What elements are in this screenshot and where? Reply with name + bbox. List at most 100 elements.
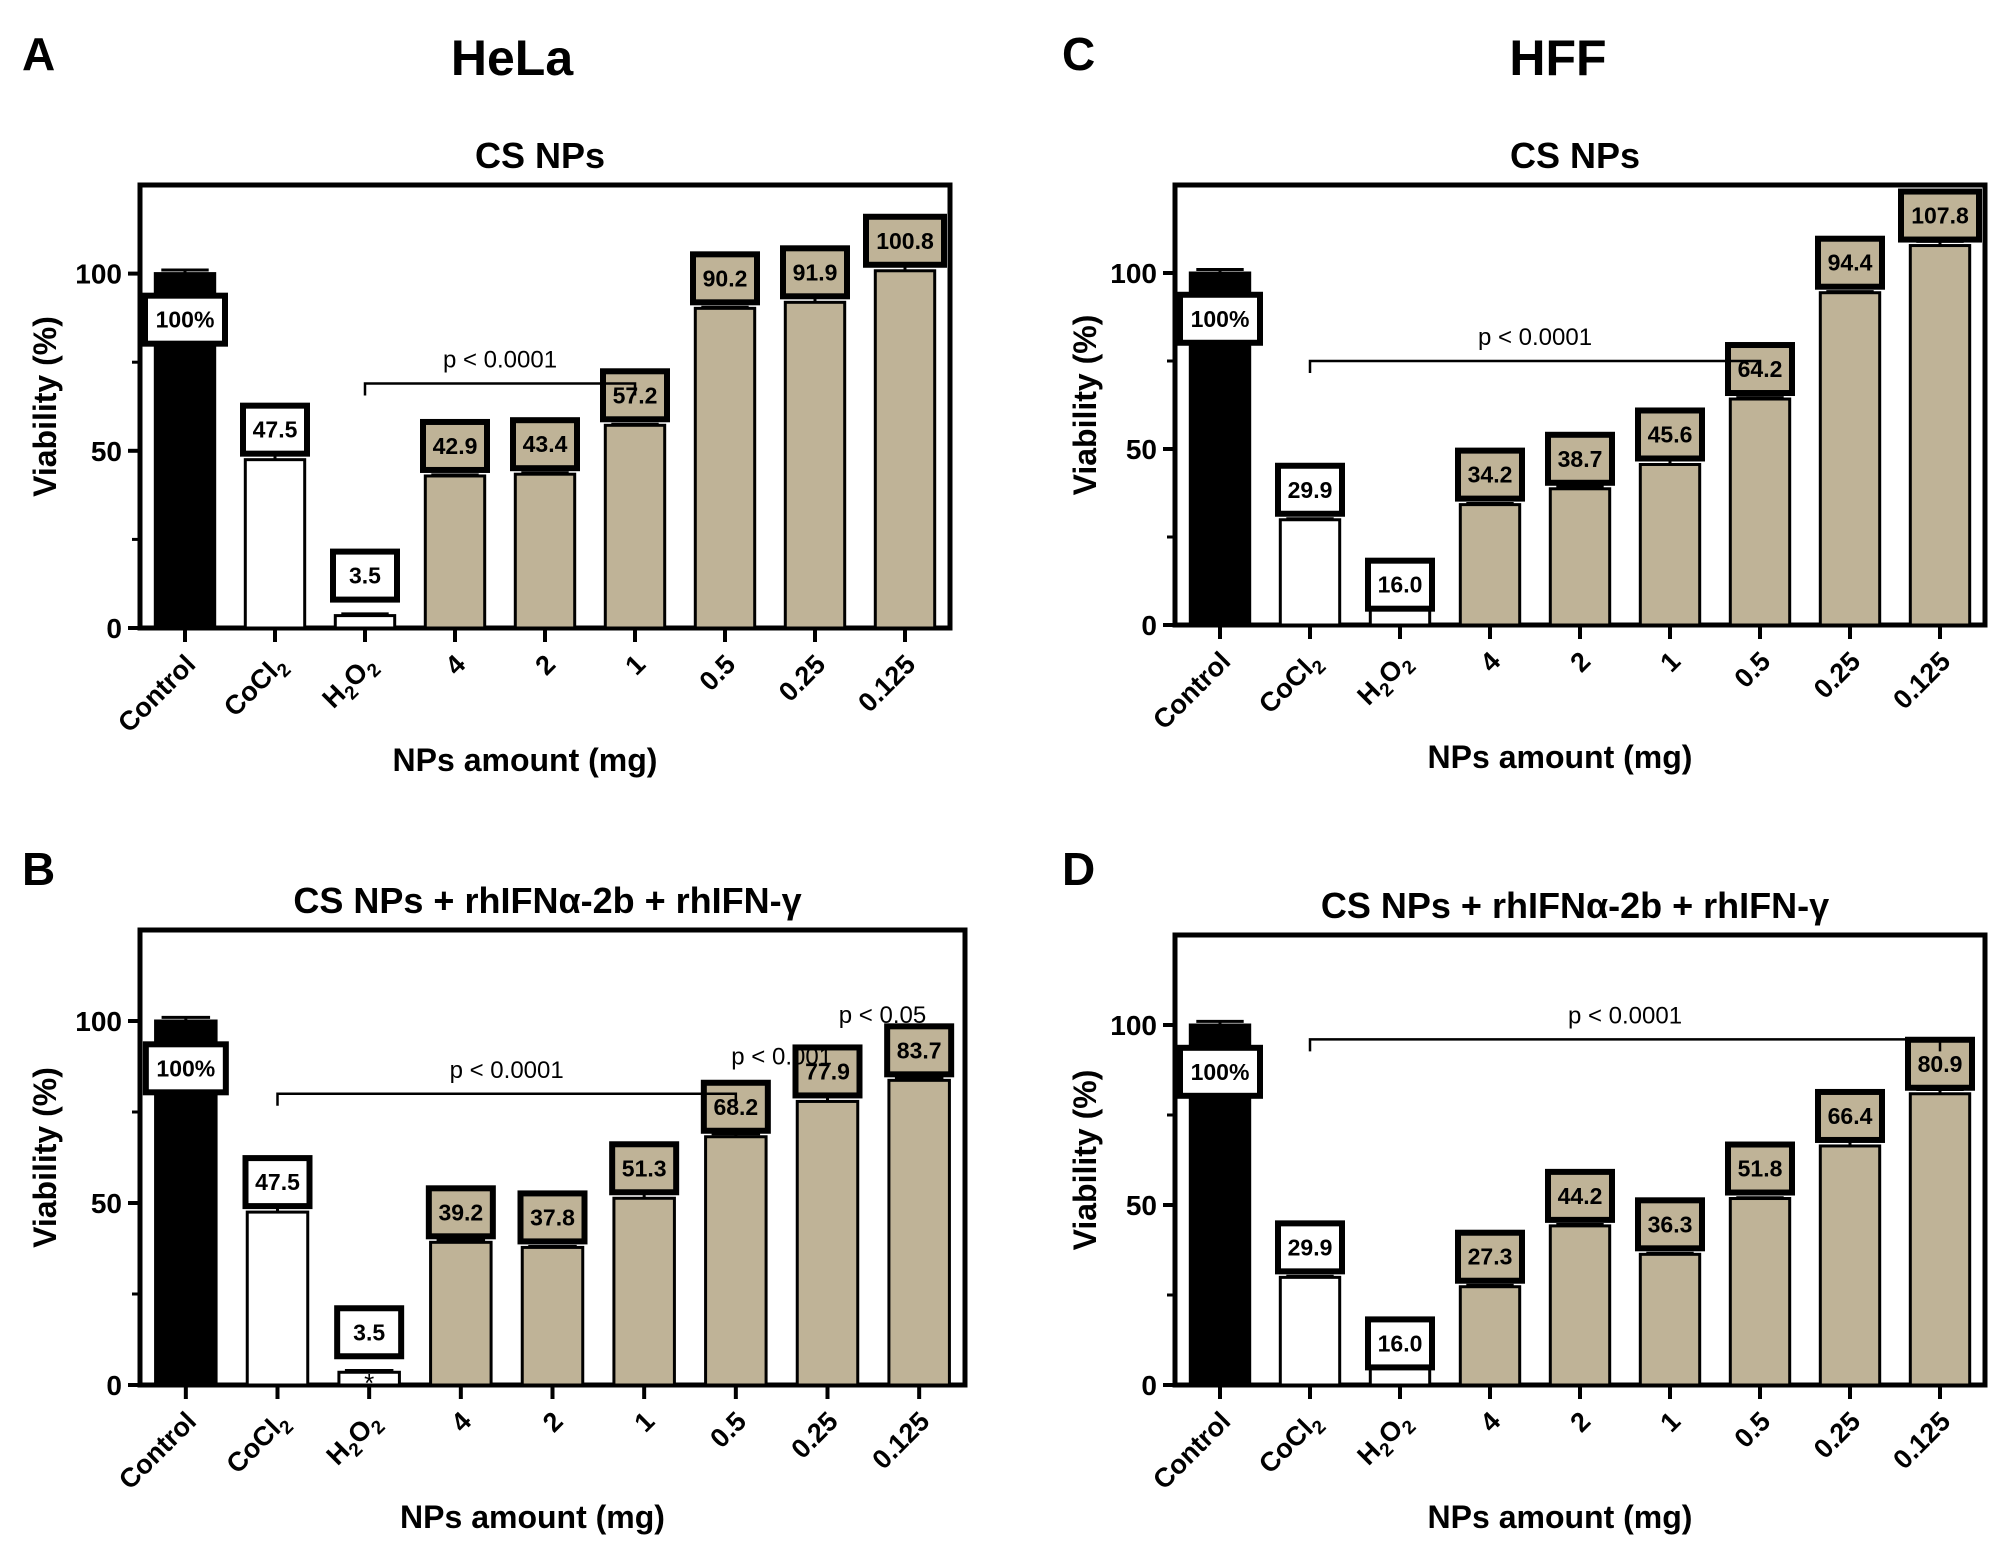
panel-c-bar-1: [1278, 518, 1342, 627]
panel-c-significance-label: p < 0.0001: [1478, 324, 1592, 351]
panel-a-value-label: 42.9: [433, 433, 478, 459]
panel-c-value-label: 34.2: [1468, 462, 1513, 488]
panel-c-bar-3: [1458, 503, 1522, 627]
panel-d-x-axis-label: NPs amount (mg): [1428, 1499, 1693, 1535]
panel-b-x-tick-label: 1: [629, 1406, 661, 1438]
panel-d-bar-4: [1548, 1224, 1612, 1387]
panel-b-chart: CS NPs + rhIFNα-2b + rhIFN-γ Viability (…: [27, 880, 968, 1535]
panel-a-value-label-box: [420, 418, 490, 473]
panel-c-x-tick-label: 4: [1474, 646, 1506, 678]
panel-b-bar-1: [245, 1210, 310, 1387]
panel-b-bar-7: [795, 1099, 860, 1387]
panel-d-value-label-box: [1275, 1220, 1345, 1275]
panel-d-value-label: 29.9: [1288, 1234, 1333, 1260]
panel-c-value-label-box: [1635, 407, 1705, 462]
panel-a-value-label-box: [142, 292, 228, 347]
panel-d-value-label-box: [1177, 1044, 1263, 1099]
panel-d-x-tick-label: 1: [1654, 1406, 1686, 1438]
panel-a-value-label-box: [240, 402, 310, 457]
panel-b-x-axis-label: NPs amount (mg): [400, 1499, 665, 1535]
panel-c-x-tick-label: CoCl2: [1253, 646, 1330, 723]
panel-c-chart: CS NPs Viability (%) NPs amount (mg) 0 50…: [1067, 135, 1988, 775]
panel-b-value-label: 51.3: [622, 1155, 667, 1181]
panel-d-x-tick-label: 4: [1474, 1406, 1506, 1438]
panel-d-significance-label: p < 0.0001: [1568, 1002, 1682, 1029]
panel-c-value-label-box: [1898, 188, 1982, 243]
panel-a-value-label: 91.9: [793, 259, 838, 285]
panel-c-value-label: 29.9: [1288, 477, 1333, 503]
panel-b-value-label: 77.9: [805, 1058, 850, 1084]
panel-a-x-tick-label: 2: [529, 649, 561, 681]
panel-a-value-label-box: [330, 548, 400, 603]
panel-b-x-tick-label: 0.125: [866, 1406, 935, 1475]
panel-c-value-label-box: [1275, 462, 1345, 517]
panel-d-value-label-box: [1545, 1168, 1615, 1223]
panel-b-x-tick-label: H2O2: [321, 1406, 390, 1475]
panel-a-x-tick-label: 0.125: [852, 649, 921, 718]
panel-d-bar-6: [1728, 1197, 1792, 1387]
group-title-hela: HeLa: [451, 30, 574, 86]
panel-b-y-tick-label: 0: [106, 1370, 122, 1401]
panel-a-x-tick-label: Control: [112, 649, 201, 738]
panel-a-value-label: 100.8: [876, 228, 934, 254]
panel-a-bar-2: [333, 614, 397, 630]
panel-d-bar-7: [1818, 1144, 1882, 1387]
panel-b-bar-3: [429, 1240, 493, 1387]
panel-a-y-tick-label: 0: [106, 613, 122, 644]
panel-a-x-axis-label: NPs amount (mg): [393, 742, 658, 778]
panel-d-y-tick-label: 50: [1126, 1190, 1157, 1221]
panel-d-bar-1: [1278, 1275, 1342, 1387]
panel-c-bar-5: [1638, 462, 1702, 627]
panel-a-x-tick-label: CoCl2: [218, 649, 295, 726]
panel-a-y-tick-label: 50: [91, 436, 122, 467]
panel-a-value-label: 47.5: [253, 417, 298, 443]
panel-c-value-label: 100%: [1191, 306, 1250, 332]
panel-a-value-label-box: [863, 213, 947, 268]
panel-b-y-tick-label: 100: [75, 1006, 122, 1037]
panel-b-bar-5: [612, 1196, 676, 1387]
panel-c-y-axis-label: Viability (%): [1067, 315, 1103, 496]
panel-c-value-label: 38.7: [1558, 446, 1603, 472]
panel-d-x-tick-label: 0.5: [1728, 1406, 1776, 1454]
panel-c-value-label-box: [1455, 447, 1525, 502]
panel-letter-b: B: [22, 843, 55, 895]
panel-c-value-label: 45.6: [1648, 421, 1693, 447]
panel-d-value-label: 27.3: [1468, 1244, 1513, 1270]
panel-c-x-axis-label: NPs amount (mg): [1428, 739, 1693, 775]
panel-d-value-label: 44.2: [1558, 1183, 1603, 1209]
panel-b-value-label-box: [884, 1023, 955, 1078]
panel-c-significance-bracket: [1308, 359, 1762, 373]
panel-d-x-tick-label: CoCl2: [1253, 1406, 1330, 1483]
panel-b-x-tick-label: 4: [445, 1406, 477, 1438]
panel-d-value-label: 51.8: [1738, 1156, 1783, 1182]
panel-a-title: CS NPs: [475, 135, 605, 176]
panel-a-bar-6: [693, 306, 757, 630]
panel-a-bar-1: [243, 458, 307, 630]
panel-d-value-label: 100%: [1191, 1059, 1250, 1085]
panel-d-y-axis-label: Viability (%): [1067, 1070, 1103, 1251]
panel-c-y-tick-label: 0: [1141, 610, 1157, 641]
panel-b-x-tick-label: 2: [537, 1406, 569, 1438]
panel-a-x-tick-label: 4: [439, 649, 471, 681]
panel-letter-a: A: [22, 28, 55, 80]
panel-d-bar-8: [1908, 1092, 1972, 1387]
panel-b-value-label-box: [242, 1155, 313, 1210]
panel-b-x-tick-label: 0.25: [785, 1406, 843, 1464]
panel-d-x-tick-label: 0.25: [1808, 1406, 1866, 1464]
panel-a-value-label-box: [510, 417, 580, 472]
group-title-hff: HFF: [1509, 30, 1606, 86]
panel-b-value-label-box: [517, 1190, 588, 1245]
panel-b-value-label-box: [425, 1185, 496, 1240]
panel-b-value-label-box: [792, 1044, 863, 1099]
panel-a-value-label-box: [690, 251, 760, 306]
panel-a-significance-label: p < 0.0001: [443, 346, 557, 373]
panel-a-y-tick-label: 100: [75, 259, 122, 290]
panel-a-significance-bracket: [363, 382, 637, 396]
panel-d-value-label: 16.0: [1378, 1330, 1423, 1356]
panel-c-y-tick-label: 100: [1110, 258, 1157, 289]
panel-b-y-axis-label: Viability (%): [27, 1067, 63, 1248]
panel-b-value-label-box: [609, 1141, 680, 1196]
panel-c-bar-8: [1908, 244, 1972, 627]
panel-a-y-axis-label: Viability (%): [27, 316, 63, 497]
panel-d-chart: CS NPs + rhIFNα-2b + rhIFN-γ Viability (…: [1067, 885, 1988, 1535]
